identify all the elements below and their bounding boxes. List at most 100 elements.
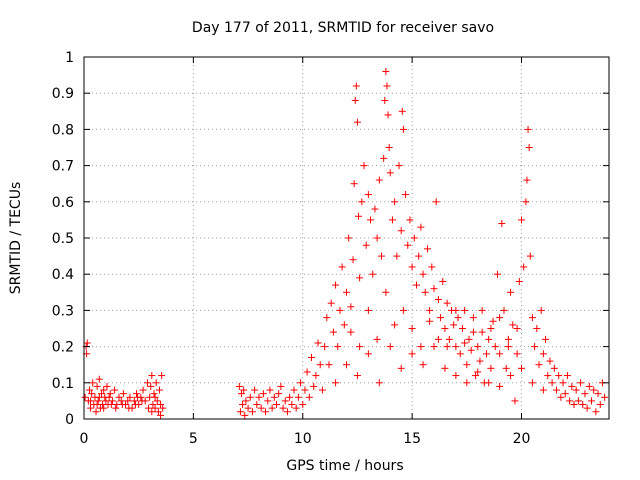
data-point: [85, 386, 93, 394]
data-point: [351, 96, 359, 104]
data-point: [139, 386, 147, 394]
data-point: [106, 390, 114, 398]
data-point: [528, 379, 536, 387]
data-point: [515, 277, 523, 285]
data-point: [301, 386, 309, 394]
data-point: [148, 408, 156, 416]
data-point: [419, 270, 427, 278]
data-point: [386, 169, 394, 177]
data-point: [511, 397, 519, 405]
data-point: [596, 401, 604, 409]
data-point: [117, 397, 125, 405]
data-point: [238, 390, 245, 398]
data-point: [461, 339, 469, 347]
data-point: [150, 390, 158, 398]
data-point: [246, 393, 254, 401]
data-point: [325, 361, 333, 369]
data-point: [133, 390, 140, 398]
data-point: [352, 82, 360, 90]
data-point: [242, 397, 250, 405]
data-point: [264, 397, 272, 405]
data-point: [126, 393, 134, 401]
data-point: [406, 216, 414, 224]
data-point: [240, 386, 248, 394]
data-point: [382, 67, 390, 75]
data-point: [472, 372, 480, 380]
data-point: [548, 379, 556, 387]
data-point: [509, 321, 517, 329]
data-point: [413, 281, 420, 289]
data-point: [533, 325, 541, 332]
data-point: [345, 234, 353, 242]
data-point: [364, 306, 372, 314]
x-tick-label: 5: [189, 431, 198, 447]
data-point: [452, 343, 460, 351]
data-point: [305, 393, 313, 401]
data-point: [381, 96, 389, 104]
data-point: [463, 379, 471, 387]
data-point: [437, 314, 445, 322]
data-point: [103, 382, 111, 390]
y-tick-label: 0.6: [52, 195, 74, 211]
x-tick-label: 20: [513, 431, 531, 447]
data-point: [89, 379, 97, 387]
data-point: [526, 252, 534, 260]
data-point: [338, 263, 346, 271]
data-point: [476, 357, 484, 365]
data-point: [415, 252, 423, 260]
data-point: [95, 393, 103, 401]
data-point: [452, 372, 460, 380]
data-point: [572, 386, 580, 394]
data-point: [450, 321, 458, 329]
data-point: [134, 393, 142, 401]
data-point: [539, 386, 547, 394]
data-point: [546, 357, 554, 365]
data-point: [312, 372, 320, 380]
data-point: [360, 162, 368, 170]
data-point: [498, 220, 506, 228]
data-point: [430, 285, 438, 293]
data-point: [454, 314, 462, 322]
data-point: [235, 382, 243, 390]
data-point: [557, 393, 565, 401]
data-point: [445, 335, 453, 343]
data-point: [155, 386, 163, 394]
data-point: [268, 404, 276, 412]
data-point: [362, 241, 370, 249]
data-point: [292, 404, 300, 412]
data-point: [417, 223, 425, 231]
data-point: [432, 198, 440, 206]
data-point: [590, 386, 598, 394]
data-point: [343, 361, 350, 369]
data-points: [81, 67, 609, 419]
data-point: [100, 404, 108, 412]
data-point: [356, 343, 364, 351]
data-point: [297, 379, 305, 387]
data-point: [523, 176, 531, 184]
data-point: [428, 263, 436, 271]
data-point: [500, 306, 508, 314]
data-point: [118, 401, 126, 409]
data-point: [544, 372, 552, 380]
data-point: [308, 353, 315, 361]
data-point: [239, 401, 247, 409]
data-point: [496, 350, 504, 358]
chart-title: Day 177 of 2011, SRMTID for receiver sav…: [192, 20, 494, 36]
data-point: [159, 404, 167, 412]
data-point: [279, 404, 287, 412]
data-point: [518, 216, 525, 224]
data-point: [391, 321, 399, 329]
data-point: [273, 401, 280, 409]
data-point: [124, 397, 132, 405]
y-tick-label: 0.5: [52, 231, 74, 247]
data-point: [364, 350, 372, 358]
x-axis-label: GPS time / hours: [286, 458, 403, 474]
data-point: [356, 274, 364, 282]
data-point: [241, 411, 249, 419]
data-point: [131, 401, 139, 409]
data-point: [236, 408, 244, 416]
data-point: [397, 364, 405, 372]
y-tick-label: 0.2: [52, 340, 74, 356]
data-point: [537, 306, 545, 314]
data-point: [404, 241, 412, 249]
